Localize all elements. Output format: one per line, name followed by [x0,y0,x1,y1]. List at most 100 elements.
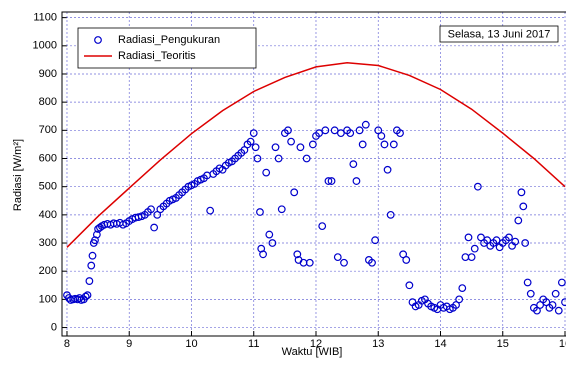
point [262,168,271,177]
point [352,177,361,185]
point [455,295,464,304]
point [383,165,392,174]
x-tick-label: 10 [185,338,197,350]
point [470,244,479,253]
point [467,253,476,262]
point [293,250,302,259]
point [256,208,264,216]
x-axis-label: Waktu [WIB] [282,346,343,358]
point [358,140,367,149]
point [377,132,386,140]
point [296,143,305,152]
point [259,250,267,259]
line [66,61,566,248]
point [277,205,286,214]
point [461,253,470,262]
point [368,258,376,267]
point [458,284,467,293]
annotation: Selasa, 13 Juni 2017 [448,28,551,40]
y-tick-label: 800 [39,96,57,108]
y-tick-label: 0 [51,321,57,333]
y-tick-label: 700 [39,124,57,136]
point [519,202,528,211]
point [557,278,566,287]
point [81,292,90,301]
point [526,289,535,298]
point [511,237,520,246]
point [284,126,292,135]
point [473,182,482,191]
point [548,301,557,309]
x-tick-label: 14 [434,338,446,350]
y-tick-label: 100 [39,293,57,305]
y-tick-label: 600 [39,152,57,164]
point [517,188,526,197]
point [87,261,96,270]
point [355,126,364,135]
point [514,216,523,225]
point [405,281,414,290]
y-axis-label: Radiasi [W/m²] [12,139,24,211]
point [371,236,380,245]
point [290,188,299,197]
point [554,306,563,315]
plot-frame [61,11,566,337]
x-tick-label: 15 [497,338,509,350]
point [251,143,260,152]
point [88,251,97,260]
point [315,129,324,138]
point [561,298,566,307]
point [305,258,314,267]
x-tick-label: 9 [126,338,132,350]
point [346,129,355,138]
y-tick-label: 500 [39,181,57,193]
point [523,278,532,287]
point [318,222,327,231]
point [268,239,277,247]
point [287,137,295,146]
point [389,140,398,149]
legend-label: Radiasi_Pengukuran [118,34,220,46]
legend-marker [94,36,102,44]
point [396,129,404,138]
point [340,258,348,267]
point [327,177,336,185]
point [253,154,262,163]
point [308,140,317,149]
point [274,154,283,163]
legend-label: Radiasi_Teoritis [118,50,196,62]
legend-box [77,27,257,69]
x-tick-label: 8 [64,338,70,350]
point [321,126,330,135]
point [361,120,370,129]
point [505,233,513,242]
point [302,154,311,163]
point [92,230,101,239]
point [265,230,274,239]
point [85,277,94,285]
x-tick-label: 13 [372,338,384,350]
y-tick-label: 300 [39,237,57,249]
point [402,256,411,264]
point [492,236,501,245]
y-tick-label: 400 [39,209,57,221]
point [83,291,92,300]
point [246,137,255,146]
point [349,160,358,169]
point [330,126,339,135]
x-tick-label: 16 [559,338,566,350]
point [333,253,342,262]
point [551,289,560,298]
point [386,210,395,219]
point [249,129,258,138]
point [380,140,389,149]
y-tick-label: 200 [39,265,57,277]
y-tick-label: 1100 [33,12,57,24]
point [324,177,333,185]
annotation-box [439,25,559,43]
y-tick-label: 1000 [33,40,57,52]
x-tick-label: 11 [248,338,259,350]
point [521,239,530,247]
plot [63,61,566,315]
